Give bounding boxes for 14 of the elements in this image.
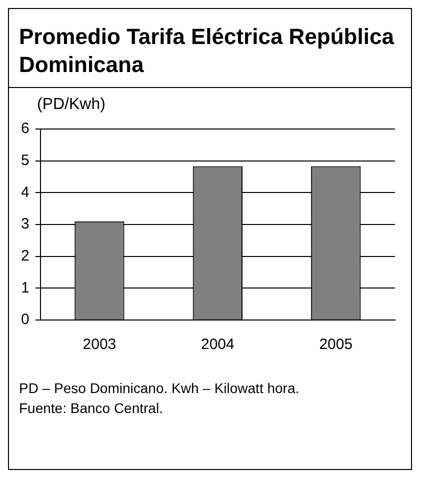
y-tick-label: 1 xyxy=(21,279,30,296)
x-tick-label: 2003 xyxy=(82,336,116,354)
y-tick-label: 4 xyxy=(21,184,30,201)
x-tick-label: 2004 xyxy=(200,336,234,354)
source-note: Fuente: Banco Central. xyxy=(19,399,164,418)
y-tick-label: 2 xyxy=(21,247,30,264)
y-tick-label: 3 xyxy=(21,216,30,233)
chart-title: Promedio Tarifa Eléctrica República Dominicana xyxy=(19,23,396,79)
y-tick-label: 6 xyxy=(21,120,30,138)
y-axis-title: (PD/Kwh) xyxy=(37,96,106,114)
x-tick-label: 2005 xyxy=(319,336,353,354)
y-tick-label: 0 xyxy=(21,311,30,328)
text: PD – Peso Dominicano. Kwh – Kilowatt hora. xyxy=(19,379,300,398)
y-tick-label: 5 xyxy=(21,152,30,169)
